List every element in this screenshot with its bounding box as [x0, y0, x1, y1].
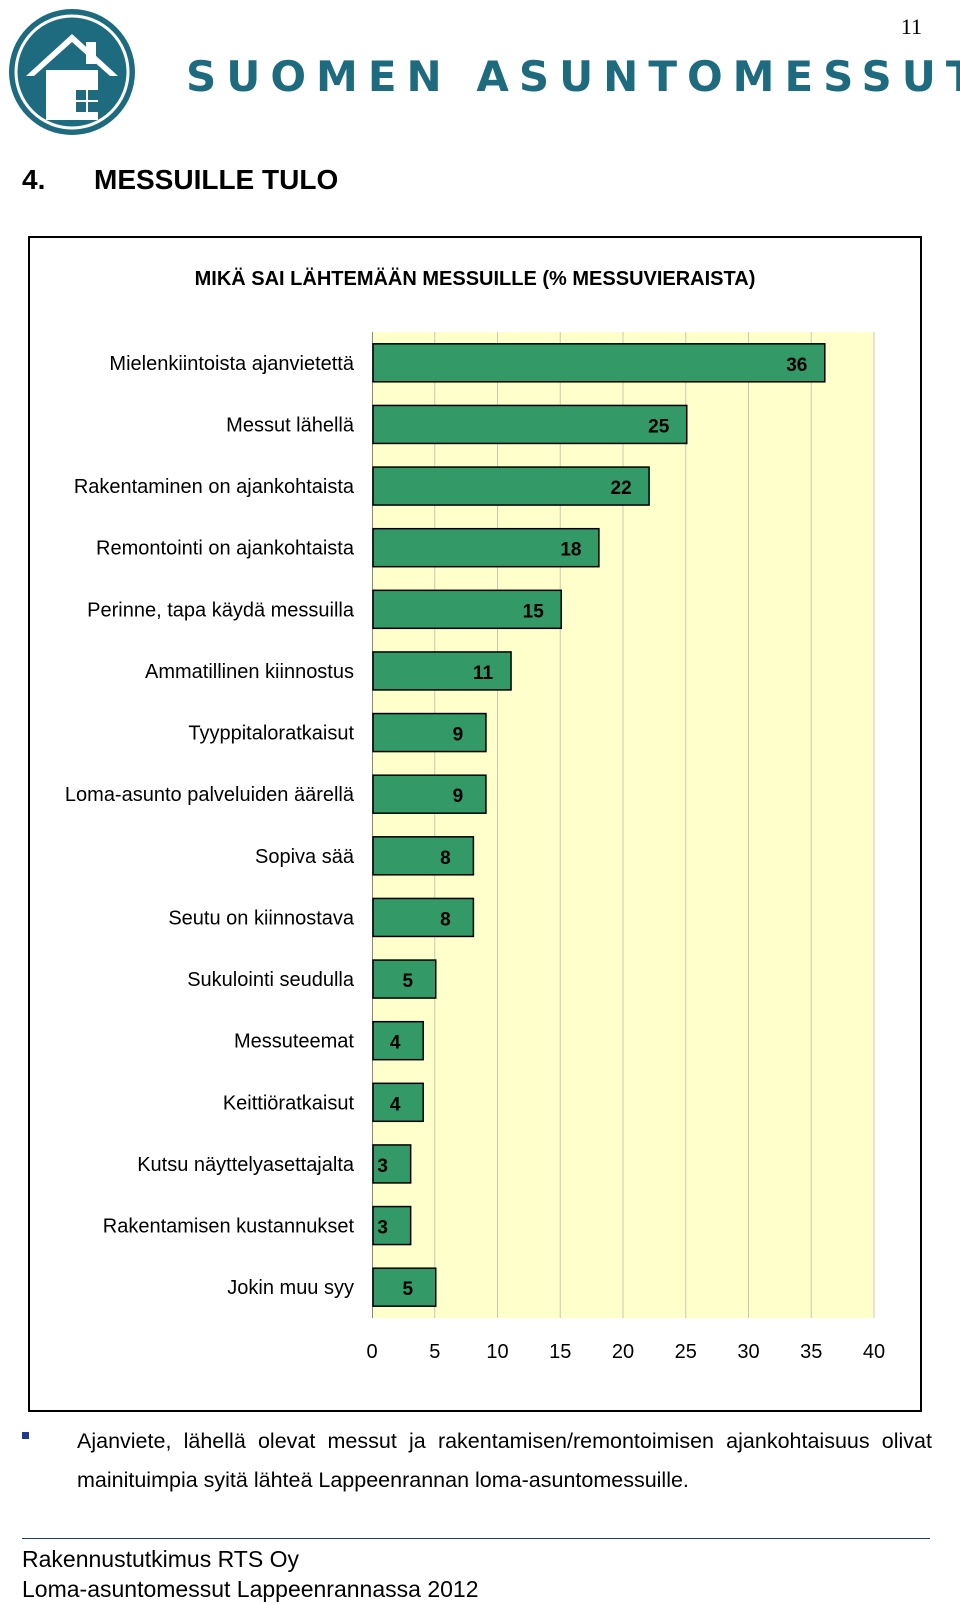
- x-tick-label: 35: [800, 1341, 822, 1363]
- section-title: MESSUILLE TULO: [94, 164, 339, 195]
- bar: [372, 1205, 412, 1246]
- data-label: 3: [377, 1156, 388, 1177]
- house-logo-icon: [9, 9, 135, 135]
- data-label: 8: [440, 909, 451, 930]
- x-tick-label: 0: [366, 1341, 377, 1363]
- footer: Rakennustutkimus RTS Oy Loma-asuntomessu…: [22, 1544, 479, 1604]
- data-label: 11: [473, 663, 494, 684]
- bar: [372, 1267, 437, 1307]
- bar: [372, 959, 437, 999]
- x-tick-label: 20: [612, 1341, 634, 1363]
- data-label: 22: [611, 478, 632, 499]
- category-label: Sukulointi seudulla: [187, 969, 355, 991]
- category-label: Ammatillinen kiinnostus: [145, 661, 354, 683]
- bar: [372, 836, 475, 876]
- data-label: 5: [402, 1279, 413, 1300]
- category-label: Mielenkiintoista ajanvietettä: [109, 353, 354, 375]
- bar: [372, 589, 562, 630]
- footer-divider: [22, 1538, 930, 1539]
- category-label: Rakentamisen kustannukset: [103, 1216, 355, 1238]
- bar: [372, 1020, 424, 1061]
- data-label: 9: [453, 725, 464, 746]
- category-label: Perinne, tapa käydä messuilla: [87, 599, 355, 621]
- bar: [372, 527, 600, 568]
- category-label: Tyyppitaloratkaisut: [188, 723, 354, 745]
- brand-wordmark: SUOMEN ASUNTOMESSUT: [186, 52, 960, 101]
- chart-frame: MIKÄ SAI LÄHTEMÄÄN MESSUILLE (% MESSUVIE…: [28, 236, 922, 1412]
- bar: [372, 897, 475, 938]
- bar: [372, 1082, 424, 1123]
- category-label: Messut lähellä: [226, 414, 355, 436]
- category-label: Sopiva sää: [255, 846, 355, 868]
- data-label: 8: [440, 848, 451, 869]
- data-label: 18: [560, 540, 581, 561]
- x-tick-label: 30: [737, 1341, 759, 1363]
- footer-report: Loma-asuntomessut Lappeenrannassa 2012: [22, 1576, 479, 1602]
- data-label: 15: [523, 601, 545, 622]
- summary-text: Ajanviete, lähellä olevat messut ja rake…: [77, 1429, 932, 1492]
- bar-chart: Mielenkiintoista ajanvietettä 36 Messut lä…: [65, 332, 885, 1363]
- data-label: 9: [453, 786, 464, 807]
- x-tick-label: 40: [863, 1341, 885, 1363]
- bar: [372, 774, 487, 814]
- page-number: 11: [900, 14, 922, 39]
- data-label: 3: [377, 1218, 388, 1239]
- data-label: 5: [402, 971, 413, 992]
- data-label: 4: [390, 1033, 401, 1054]
- bar: [372, 712, 487, 753]
- category-label: Seutu on kiinnostava: [168, 907, 355, 929]
- bar: [372, 404, 688, 445]
- bar: [372, 343, 826, 383]
- section-heading: 4. MESSUILLE TULO: [22, 164, 338, 196]
- x-tick-label: 15: [549, 1341, 571, 1363]
- section-number: 4.: [22, 164, 46, 195]
- bullet-icon: [22, 1432, 29, 1439]
- data-label: 4: [390, 1094, 401, 1115]
- data-label: 25: [648, 416, 670, 437]
- category-label: Keittiöratkaisut: [223, 1092, 355, 1114]
- x-tick-label: 5: [429, 1341, 440, 1363]
- chart-title: MIKÄ SAI LÄHTEMÄÄN MESSUILLE (% MESSUVIE…: [194, 268, 756, 290]
- category-label: Rakentaminen on ajankohtaista: [74, 476, 355, 498]
- category-label: Kutsu näyttelyasettajalta: [137, 1154, 355, 1176]
- category-label: Messuteemat: [234, 1031, 354, 1053]
- footer-company: Rakennustutkimus RTS Oy: [22, 1546, 299, 1572]
- x-tick-label: 10: [486, 1341, 508, 1363]
- category-label: Remontointi on ajankohtaista: [96, 538, 355, 560]
- bar: [372, 1144, 412, 1184]
- summary-bullet: Ajanviete, lähellä olevat messut ja rake…: [22, 1422, 932, 1500]
- category-label: Jokin muu syy: [227, 1277, 354, 1299]
- category-label: Loma-asunto palveluiden äärellä: [65, 784, 355, 806]
- bar: [372, 651, 512, 691]
- x-tick-label: 25: [675, 1341, 697, 1363]
- data-label: 36: [786, 355, 807, 376]
- bar: [372, 466, 650, 506]
